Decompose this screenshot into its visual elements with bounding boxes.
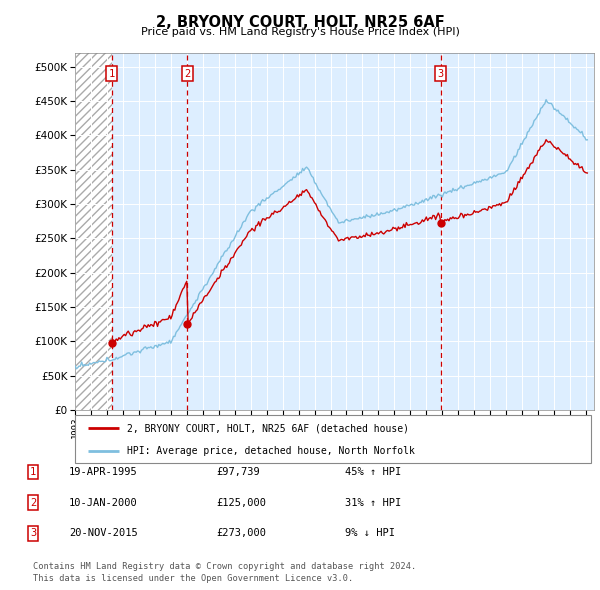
Text: 9% ↓ HPI: 9% ↓ HPI: [345, 529, 395, 538]
Text: 1: 1: [30, 467, 36, 477]
Text: Price paid vs. HM Land Registry's House Price Index (HPI): Price paid vs. HM Land Registry's House …: [140, 27, 460, 37]
Text: 2: 2: [184, 68, 190, 78]
Bar: [75, 53, 112, 410]
Text: 3: 3: [30, 529, 36, 538]
Text: 19-APR-1995: 19-APR-1995: [69, 467, 138, 477]
Text: £125,000: £125,000: [216, 498, 266, 507]
Text: 1: 1: [109, 68, 115, 78]
Text: 3: 3: [437, 68, 443, 78]
Text: 10-JAN-2000: 10-JAN-2000: [69, 498, 138, 507]
Bar: [440, 53, 594, 410]
Text: 2: 2: [30, 498, 36, 507]
Text: £97,739: £97,739: [216, 467, 260, 477]
Text: Contains HM Land Registry data © Crown copyright and database right 2024.
This d: Contains HM Land Registry data © Crown c…: [33, 562, 416, 583]
Text: 20-NOV-2015: 20-NOV-2015: [69, 529, 138, 538]
Text: £273,000: £273,000: [216, 529, 266, 538]
Text: 2, BRYONY COURT, HOLT, NR25 6AF (detached house): 2, BRYONY COURT, HOLT, NR25 6AF (detache…: [127, 423, 409, 433]
Bar: [75, 53, 112, 410]
Text: 45% ↑ HPI: 45% ↑ HPI: [345, 467, 401, 477]
Text: 2, BRYONY COURT, HOLT, NR25 6AF: 2, BRYONY COURT, HOLT, NR25 6AF: [155, 15, 445, 30]
Bar: [112, 53, 187, 410]
FancyBboxPatch shape: [75, 415, 591, 463]
Text: HPI: Average price, detached house, North Norfolk: HPI: Average price, detached house, Nort…: [127, 445, 415, 455]
Text: 31% ↑ HPI: 31% ↑ HPI: [345, 498, 401, 507]
Bar: [187, 53, 440, 410]
